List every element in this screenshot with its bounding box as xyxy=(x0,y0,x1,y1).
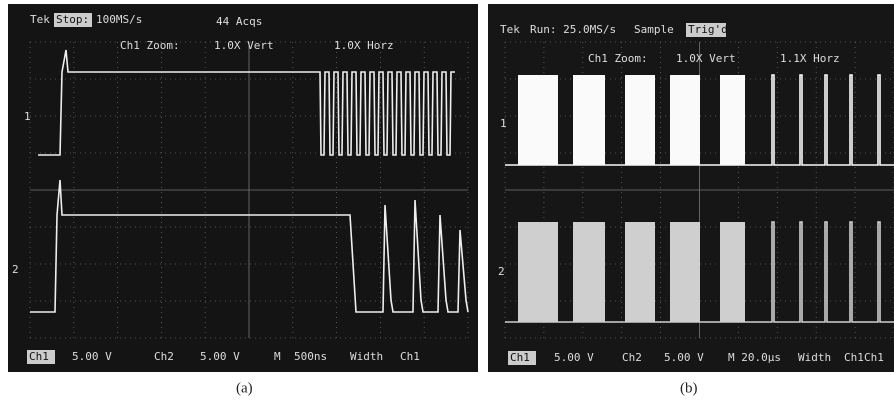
footer: M xyxy=(274,350,281,363)
caption: (a) xyxy=(236,380,253,396)
scope-screen xyxy=(8,4,478,372)
ch-marker: 1 xyxy=(24,110,31,123)
footer: Ch1 xyxy=(844,351,864,364)
brand: Tek xyxy=(500,23,520,36)
footer: 5.00 V xyxy=(72,350,112,363)
pulse-block xyxy=(625,222,655,322)
state: Run: 25.0MS/s xyxy=(530,23,616,36)
state: Stop: xyxy=(56,13,89,26)
figure: Tek Stop: 100MS/s 44 Acqs Ch1 Zoom: 1.0X… xyxy=(0,0,894,402)
footer: Ch1 xyxy=(400,350,420,363)
zoom-horz: 1.1X Horz xyxy=(780,52,840,65)
pulse-block xyxy=(670,222,700,322)
caption: (b) xyxy=(680,380,698,396)
zoom-horz: 1.0X Horz xyxy=(334,39,394,52)
pulse-block xyxy=(625,75,655,165)
footer: Ch1 xyxy=(864,351,884,364)
zoom-label: Ch1 Zoom: xyxy=(588,52,648,65)
footer: Width xyxy=(798,351,831,364)
footer: 5.00 V xyxy=(200,350,240,363)
footer: M 20.0µs xyxy=(728,351,781,364)
mode: Sample xyxy=(634,23,674,36)
footer: Ch2 xyxy=(154,350,174,363)
footer: Ch2 xyxy=(622,351,642,364)
pulse-block xyxy=(573,222,605,322)
footer: Width xyxy=(350,350,383,363)
ch-marker: 2 xyxy=(498,265,505,278)
footer: 500ns xyxy=(294,350,327,363)
zoom-label: Ch1 Zoom: xyxy=(120,39,180,52)
pulse-block xyxy=(670,75,700,165)
pulse-block xyxy=(518,222,558,322)
acqs: 44 Acqs xyxy=(216,15,262,28)
trig: Trig'd xyxy=(688,23,728,36)
footer: Ch1 xyxy=(510,351,530,364)
pulse-block xyxy=(518,75,558,165)
pulse-block xyxy=(720,222,745,322)
ch-marker: 2 xyxy=(12,263,19,276)
pulse-block xyxy=(573,75,605,165)
ch-marker: 1 xyxy=(500,117,507,130)
footer: Ch1 xyxy=(29,350,49,363)
zoom-vert: 1.0X Vert xyxy=(214,39,274,52)
rate: 100MS/s xyxy=(96,13,142,26)
pulse-block xyxy=(720,75,745,165)
footer: 5.00 V xyxy=(664,351,704,364)
zoom-vert: 1.0X Vert xyxy=(676,52,736,65)
footer: 5.00 V xyxy=(554,351,594,364)
brand: Tek xyxy=(30,13,50,26)
